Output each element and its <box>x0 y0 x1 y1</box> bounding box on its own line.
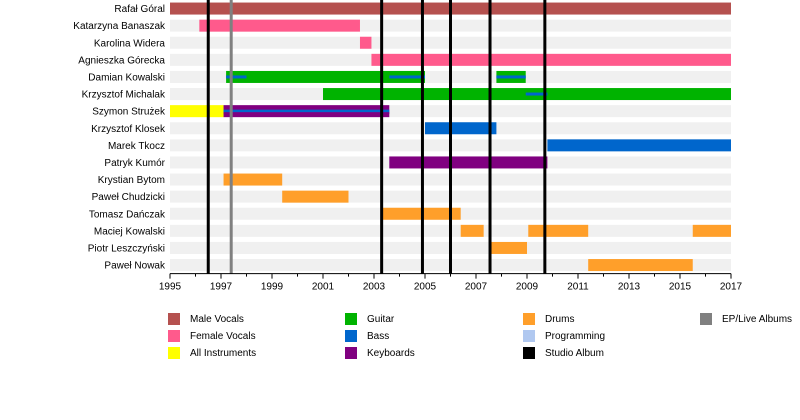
member-label: Piotr Leszczyński <box>88 243 165 254</box>
legend-swatch <box>523 313 535 325</box>
legend-label: Drums <box>545 313 575 325</box>
legend-label: Programming <box>545 330 606 342</box>
legend-swatch <box>345 313 357 325</box>
legend-label: Male Vocals <box>190 313 244 325</box>
bar <box>547 139 731 152</box>
legend-item: Keyboards <box>345 347 415 359</box>
bar <box>199 19 360 32</box>
legend-label: Guitar <box>367 313 395 325</box>
x-tick-label: 2001 <box>312 282 335 293</box>
legend-item: All Instruments <box>168 347 256 359</box>
bar <box>170 105 224 118</box>
member-label: Karolina Widera <box>94 38 166 49</box>
bar <box>371 53 731 66</box>
bar <box>359 36 372 49</box>
bar-overlay <box>223 109 390 113</box>
legend-swatch <box>523 330 535 342</box>
x-tick-label: 2009 <box>516 282 539 293</box>
legend-item: Programming <box>523 330 605 342</box>
legend-item: Studio Album <box>523 347 604 359</box>
member-label: Krzysztof Klosek <box>91 124 166 135</box>
bar <box>282 190 349 203</box>
bar <box>588 259 693 272</box>
bar-overlay <box>389 75 425 79</box>
legend-label: Keyboards <box>367 347 415 359</box>
member-label: Marek Tkocz <box>108 141 165 152</box>
member-label: Maciej Kowalski <box>94 226 165 237</box>
legend-label: Bass <box>367 330 390 342</box>
x-axis: 1995 1997 1999 2001 2003 2005 2007 2009 2011 2013… <box>159 273 743 293</box>
x-tick-label: 1997 <box>210 282 233 293</box>
bar-overlay <box>496 75 526 79</box>
member-label: Szymon Strużek <box>92 107 166 118</box>
x-tick-label: 2005 <box>414 282 437 293</box>
member-label: Patryk Kumór <box>104 158 165 169</box>
x-tick-label: 1995 <box>159 282 182 293</box>
legend-item: Guitar <box>345 313 394 325</box>
x-tick-label: 2003 <box>363 282 386 293</box>
legend-item: Bass <box>345 330 389 342</box>
x-tick-label: 2015 <box>669 282 692 293</box>
member-label: Katarzyna Banaszak <box>73 21 166 32</box>
bar-overlay <box>223 112 390 115</box>
x-tick-label: 2013 <box>618 282 641 293</box>
legend-swatch <box>168 313 180 325</box>
bar <box>528 224 589 237</box>
legend-label: All Instruments <box>190 347 257 359</box>
legend-label: Studio Album <box>545 347 604 359</box>
bar <box>491 241 527 254</box>
x-tick-label: 2011 <box>567 282 589 293</box>
x-tick-label: 2017 <box>720 282 743 293</box>
legend-swatch <box>345 330 357 342</box>
member-label: Paweł Chudzicki <box>92 192 165 203</box>
bar <box>226 70 425 83</box>
member-label: Tomasz Dańczak <box>89 209 166 220</box>
member-labels: Rafał Góral Katarzyna Banaszak Karolina Wi… <box>73 4 166 272</box>
member-label: Krystian Bytom <box>98 175 165 186</box>
legend-label: EP/Live Albums <box>722 313 793 325</box>
member-label: Paweł Nowak <box>104 261 166 272</box>
bar <box>460 224 484 237</box>
bar-overlay <box>525 92 548 96</box>
legend-item: Male Vocals <box>168 313 244 325</box>
legend-label: Female Vocals <box>190 330 256 342</box>
bar-overlay <box>226 75 247 79</box>
bar <box>692 224 731 237</box>
legend-swatch <box>523 347 535 359</box>
member-label: Agnieszka Górecka <box>78 55 165 66</box>
legend-item: Drums <box>523 313 574 325</box>
x-tick-label: 2007 <box>465 282 488 293</box>
bar <box>223 173 283 186</box>
member-label: Rafał Góral <box>114 4 165 15</box>
member-label: Krzysztof Michalak <box>82 90 166 101</box>
album-lines <box>206 0 547 274</box>
bar <box>389 156 548 169</box>
member-label: Damian Kowalski <box>88 72 165 83</box>
legend-item: EP/Live Albums <box>700 313 792 325</box>
x-tick-label: 1999 <box>261 282 284 293</box>
legend-item: Female Vocals <box>168 330 256 342</box>
legend-swatch <box>700 313 712 325</box>
legend-swatch <box>168 330 180 342</box>
legend-swatch <box>345 347 357 359</box>
member-bars <box>170 2 731 272</box>
bar <box>425 122 497 135</box>
legend-swatch <box>168 347 180 359</box>
